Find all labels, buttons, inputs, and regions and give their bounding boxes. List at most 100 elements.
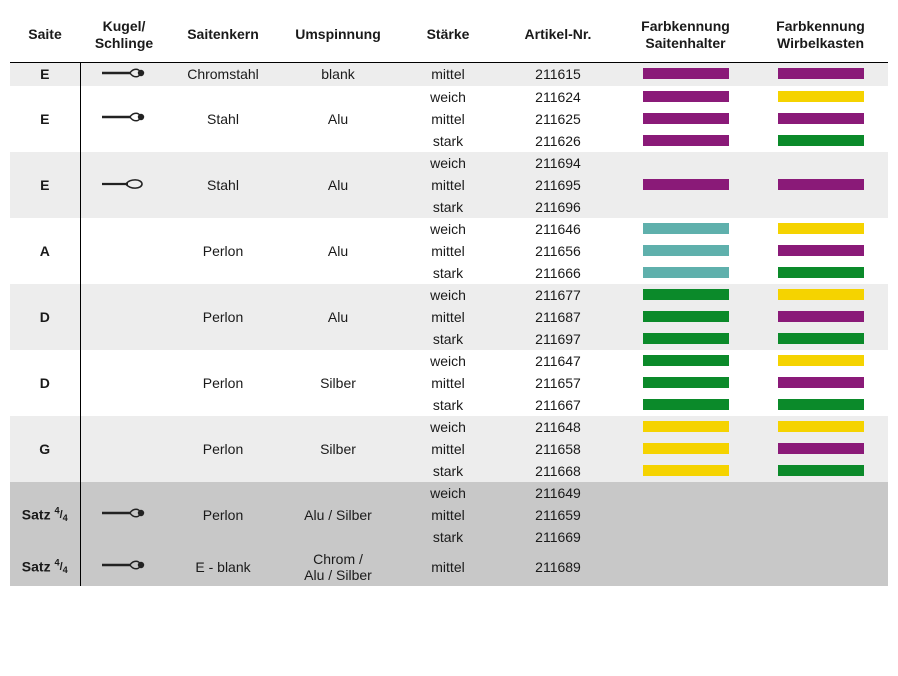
umspinnung-cell: Silber [278, 416, 398, 482]
staerke-cell: weich [398, 416, 498, 438]
color-swatch-yellow [778, 355, 864, 366]
umspinnung-cell: Alu [278, 218, 398, 284]
farbkennung-saitenhalter [618, 416, 753, 438]
color-swatch-green [643, 399, 729, 410]
farbkennung-saitenhalter [618, 460, 753, 482]
color-swatch-green [778, 135, 864, 146]
farbkennung-saitenhalter [618, 152, 753, 174]
color-swatch-purple [643, 68, 729, 79]
saitenkern-cell: Stahl [168, 86, 278, 152]
saite-cell: D [10, 284, 80, 350]
staerke-cell: weich [398, 152, 498, 174]
color-swatch-yellow [643, 465, 729, 476]
farbkennung-wirbelkasten [753, 218, 888, 240]
color-swatch-teal [643, 245, 729, 256]
staerke-cell: weich [398, 482, 498, 504]
col-header-6: FarbkennungSaitenhalter [618, 10, 753, 62]
col-header-1: Kugel/Schlinge [80, 10, 168, 62]
artikel-nr-cell: 211624 [498, 86, 618, 108]
farbkennung-wirbelkasten [753, 306, 888, 328]
artikel-nr-cell: 211615 [498, 62, 618, 86]
end-empty [80, 218, 168, 284]
farbkennung-saitenhalter [618, 504, 753, 526]
color-swatch-purple [643, 113, 729, 124]
ball-end-icon [80, 86, 168, 152]
farbkennung-saitenhalter [618, 284, 753, 306]
artikel-nr-cell: 211687 [498, 306, 618, 328]
table-body: EChromstahlblankmittel211615EStahlAluwei… [10, 62, 888, 586]
color-swatch-purple [778, 179, 864, 190]
artikel-nr-cell: 211648 [498, 416, 618, 438]
farbkennung-wirbelkasten [753, 262, 888, 284]
artikel-nr-cell: 211646 [498, 218, 618, 240]
farbkennung-saitenhalter [618, 196, 753, 218]
artikel-nr-cell: 211658 [498, 438, 618, 460]
farbkennung-wirbelkasten [753, 86, 888, 108]
color-swatch-purple [778, 377, 864, 388]
color-swatch-green [778, 333, 864, 344]
artikel-nr-cell: 211694 [498, 152, 618, 174]
artikel-nr-cell: 211649 [498, 482, 618, 504]
farbkennung-wirbelkasten [753, 438, 888, 460]
artikel-nr-cell: 211695 [498, 174, 618, 196]
ball-end-icon [80, 62, 168, 86]
farbkennung-saitenhalter [618, 350, 753, 372]
farbkennung-wirbelkasten [753, 196, 888, 218]
saite-cell: A [10, 218, 80, 284]
staerke-cell: mittel [398, 438, 498, 460]
farbkennung-wirbelkasten [753, 504, 888, 526]
artikel-nr-cell: 211696 [498, 196, 618, 218]
artikel-nr-cell: 211667 [498, 394, 618, 416]
color-swatch-green [643, 377, 729, 388]
farbkennung-saitenhalter [618, 306, 753, 328]
col-header-0: Saite [10, 10, 80, 62]
artikel-nr-cell: 211689 [498, 548, 618, 586]
color-swatch-yellow [643, 421, 729, 432]
farbkennung-saitenhalter [618, 86, 753, 108]
staerke-cell: mittel [398, 62, 498, 86]
staerke-cell: stark [398, 196, 498, 218]
artikel-nr-cell: 211669 [498, 526, 618, 548]
saitenkern-cell: Perlon [168, 284, 278, 350]
umspinnung-cell: Silber [278, 350, 398, 416]
ball-end-icon [80, 482, 168, 548]
col-header-5: Artikel-Nr. [498, 10, 618, 62]
saite-cell: G [10, 416, 80, 482]
staerke-cell: mittel [398, 306, 498, 328]
saitenkern-cell: Perlon [168, 350, 278, 416]
farbkennung-saitenhalter [618, 482, 753, 504]
artikel-nr-cell: 211659 [498, 504, 618, 526]
table-row: GPerlonSilberweich211648 [10, 416, 888, 438]
saite-cell: E [10, 86, 80, 152]
table-row: EStahlAluweich211624 [10, 86, 888, 108]
color-swatch-yellow [778, 421, 864, 432]
staerke-cell: stark [398, 130, 498, 152]
col-header-4: Stärke [398, 10, 498, 62]
saite-cell: Satz 4/4 [10, 482, 80, 548]
farbkennung-saitenhalter [618, 218, 753, 240]
staerke-cell: stark [398, 526, 498, 548]
artikel-nr-cell: 211697 [498, 328, 618, 350]
farbkennung-saitenhalter [618, 548, 753, 586]
staerke-cell: mittel [398, 548, 498, 586]
staerke-cell: mittel [398, 372, 498, 394]
staerke-cell: weich [398, 284, 498, 306]
staerke-cell: weich [398, 350, 498, 372]
color-swatch-yellow [643, 443, 729, 454]
umspinnung-cell: Alu [278, 86, 398, 152]
color-swatch-teal [643, 267, 729, 278]
umspinnung-cell: Alu [278, 284, 398, 350]
end-empty [80, 416, 168, 482]
farbkennung-wirbelkasten [753, 108, 888, 130]
color-swatch-yellow [778, 289, 864, 300]
umspinnung-cell: Alu / Silber [278, 482, 398, 548]
farbkennung-saitenhalter [618, 372, 753, 394]
farbkennung-wirbelkasten [753, 526, 888, 548]
table-row: EChromstahlblankmittel211615 [10, 62, 888, 86]
farbkennung-wirbelkasten [753, 416, 888, 438]
color-swatch-purple [778, 113, 864, 124]
staerke-cell: weich [398, 218, 498, 240]
farbkennung-wirbelkasten [753, 350, 888, 372]
artikel-nr-cell: 211657 [498, 372, 618, 394]
farbkennung-saitenhalter [618, 130, 753, 152]
